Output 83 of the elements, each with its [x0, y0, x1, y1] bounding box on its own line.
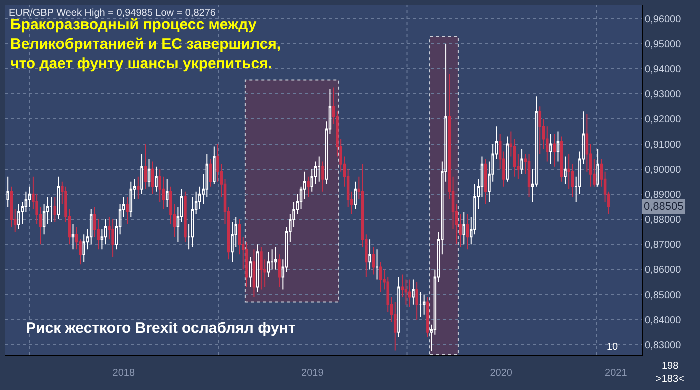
- y-tick-label: 0,92000: [645, 114, 682, 126]
- y-tick-label: 0,87000: [645, 240, 682, 252]
- candlestick: [54, 196, 57, 223]
- candlestick: [322, 161, 324, 192]
- x-tick-label: 2019: [302, 368, 324, 379]
- candlestick: [155, 166, 158, 192]
- candlestick: [426, 296, 430, 338]
- candlestick: [267, 252, 270, 278]
- candlestick: [130, 181, 133, 218]
- candlestick: [506, 136, 509, 182]
- candlestick: [462, 211, 466, 246]
- candlestick: [249, 256, 252, 288]
- y-tick-label: 0,89000: [645, 190, 682, 201]
- candlestick: [184, 191, 187, 243]
- y-tick-label: 0,90000: [645, 164, 682, 176]
- annotation: EUR/GBP Week High = 0,94985 Low = 0,8276: [9, 8, 216, 19]
- candlestick: [560, 136, 564, 182]
- candlestick: [528, 154, 531, 198]
- candlestick: [126, 196, 129, 226]
- x-tick-label: 2021: [605, 368, 628, 379]
- candlestick: [10, 186, 14, 228]
- candlestick: [144, 144, 148, 190]
- y-tick-label: 0,85000: [645, 290, 682, 302]
- annotation: 0,88505: [644, 201, 684, 213]
- candlestick: [419, 292, 422, 318]
- candlestick: [148, 158, 151, 188]
- candlestick: [50, 196, 53, 223]
- candlestick: [412, 279, 415, 306]
- candlestick: [376, 249, 379, 280]
- y-tick-label: 0,86000: [645, 265, 682, 276]
- candlestick: [252, 249, 256, 298]
- candlestick: [416, 282, 418, 320]
- text: 198: [662, 361, 680, 372]
- annotation: Риск жесткого Brexit ослаблял фунт: [26, 320, 296, 337]
- candlestick: [166, 178, 169, 208]
- candlestick: [260, 246, 263, 290]
- annotation: 10: [607, 342, 619, 353]
- candlestick: [104, 219, 108, 246]
- candlestick: [90, 208, 93, 246]
- y-tick-label: 0,93000: [645, 90, 682, 101]
- y-tick-label: 0,96000: [645, 14, 682, 26]
- candlestick: [466, 214, 470, 250]
- candlestick: [256, 244, 260, 293]
- y-tick-label: 0,88000: [645, 215, 682, 226]
- candlestick: [553, 134, 556, 168]
- x-tick-label: 2020: [490, 368, 513, 379]
- candlestick: [307, 176, 310, 198]
- candlestick: [140, 154, 144, 195]
- candlestick: [596, 148, 600, 188]
- candlestick: [520, 148, 524, 175]
- candlestick: [394, 302, 397, 352]
- candlestick: [213, 146, 216, 185]
- y-tick-label: 0,91000: [645, 140, 682, 151]
- candlestick: [408, 279, 412, 308]
- candlestick: [278, 254, 281, 288]
- candlestick: [354, 181, 357, 210]
- candlestick: [556, 131, 560, 162]
- candlestick: [564, 156, 567, 185]
- candlestick: [380, 262, 382, 293]
- y-tick-label: 0,95000: [645, 39, 682, 50]
- candlestick: [318, 156, 321, 182]
- candlestick: [484, 158, 488, 205]
- candlestick: [538, 106, 542, 155]
- candlestick: [151, 161, 154, 195]
- text: >183<: [656, 374, 685, 385]
- candlestick: [372, 246, 376, 276]
- candlestick: [72, 224, 75, 250]
- candlestick: [137, 176, 140, 200]
- candlestick: [368, 239, 372, 270]
- candlestick: [398, 276, 400, 338]
- y-tick-label: 0,83000: [645, 340, 682, 352]
- candlestick: [550, 134, 552, 165]
- candlestick: [274, 246, 278, 270]
- x-tick-label: 2018: [112, 368, 136, 379]
- candlestick: [18, 204, 20, 230]
- y-tick-label: 0,94000: [645, 64, 682, 76]
- candlestick: [57, 176, 60, 220]
- candlestick: [422, 294, 426, 316]
- candlestick: [112, 219, 114, 258]
- y-tick-label: 0,84000: [645, 315, 682, 326]
- candlestick: [6, 176, 10, 208]
- candlestick: [209, 158, 212, 188]
- candlestick: [191, 196, 194, 248]
